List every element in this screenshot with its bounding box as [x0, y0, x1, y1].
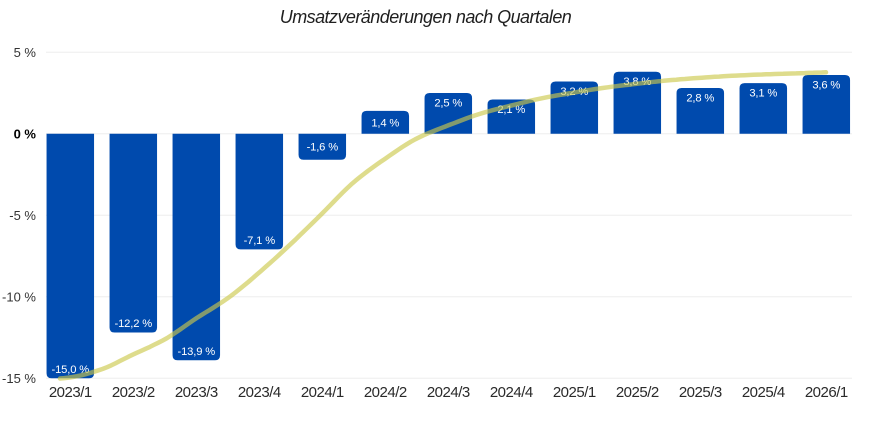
svg-text:2,5 %: 2,5 %	[434, 97, 462, 109]
svg-text:2024/3: 2024/3	[427, 384, 470, 401]
svg-text:2025/3: 2025/3	[679, 384, 722, 401]
svg-text:2023/3: 2023/3	[175, 384, 218, 401]
svg-text:2024/2: 2024/2	[364, 384, 407, 401]
svg-text:-1,6 %: -1,6 %	[307, 142, 339, 154]
svg-text:2025/1: 2025/1	[553, 384, 596, 401]
svg-text:2024/1: 2024/1	[301, 384, 344, 401]
svg-text:-10 %: -10 %	[2, 289, 36, 304]
svg-text:5 %: 5 %	[14, 45, 37, 60]
svg-text:2023/2: 2023/2	[112, 384, 155, 401]
svg-text:2023/4: 2023/4	[238, 384, 281, 401]
svg-text:2025/4: 2025/4	[742, 384, 785, 401]
svg-text:0 %: 0 %	[14, 126, 37, 141]
svg-text:2024/4: 2024/4	[490, 384, 533, 401]
svg-text:-12,2 %: -12,2 %	[115, 318, 153, 330]
svg-text:1,4 %: 1,4 %	[371, 117, 399, 129]
svg-text:-5 %: -5 %	[9, 208, 36, 223]
svg-text:2026/1: 2026/1	[805, 384, 848, 401]
svg-text:2,8 %: 2,8 %	[686, 93, 714, 105]
svg-text:3,1 %: 3,1 %	[749, 88, 777, 100]
svg-text:-13,9 %: -13,9 %	[178, 346, 216, 358]
svg-text:2025/2: 2025/2	[616, 384, 659, 401]
svg-text:2023/1: 2023/1	[49, 384, 92, 401]
svg-text:-15,0 %: -15,0 %	[52, 364, 90, 376]
svg-text:-7,1 %: -7,1 %	[244, 235, 276, 247]
svg-text:-15 %: -15 %	[2, 371, 36, 386]
svg-text:3,6 %: 3,6 %	[812, 79, 840, 91]
